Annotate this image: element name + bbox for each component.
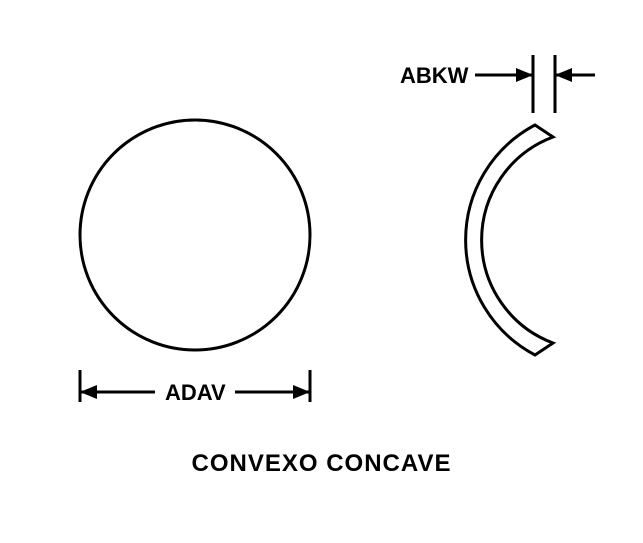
front-view-circle xyxy=(75,115,325,365)
crescent-outline xyxy=(466,125,553,355)
abkw-dimension-group: ABKW xyxy=(370,45,600,115)
crescent-svg xyxy=(445,115,575,365)
side-view-crescent xyxy=(445,115,565,365)
abkw-arrow-left xyxy=(516,68,533,82)
abkw-label: ABKW xyxy=(400,63,468,89)
abkw-arrow-right xyxy=(555,68,572,82)
diagram-container: ADAV ABKW CONVEXO CONCAVE xyxy=(0,0,643,543)
adav-arrow-left xyxy=(80,385,97,399)
adav-label: ADAV xyxy=(165,380,226,406)
adav-dimension-group: ADAV xyxy=(75,370,325,415)
adav-arrow-right xyxy=(293,385,310,399)
circle-outline xyxy=(80,120,310,350)
diagram-title: CONVEXO CONCAVE xyxy=(0,450,643,478)
circle-svg xyxy=(75,115,325,365)
